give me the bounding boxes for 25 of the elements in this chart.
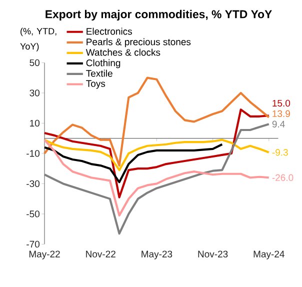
data-label: 13.9 [272,110,290,118]
legend-label: Toys [86,80,106,89]
legend-label: Electronics [86,28,132,35]
y-tick-label: -50 [26,210,40,218]
y-tick-label: -30 [26,180,40,188]
y-axis-title: (%, YTD, YoY) [20,28,56,52]
legend-label: Textile [86,70,112,77]
x-tick-label: May-22 [29,250,60,260]
data-label: -9.3 [272,149,288,156]
data-label: 9.4 [272,120,285,128]
data-label: -26.0 [272,174,294,182]
y-tick-label: -10 [26,150,40,157]
x-tick-label: May-23 [142,250,172,260]
x-tick-label: Nov-22 [86,250,116,258]
y-tick-label: 30 [30,90,40,96]
x-tick-label: Nov-23 [198,250,228,258]
data-label: 15.0 [272,100,290,107]
legend-label: Clothing [86,59,120,68]
legend-label: Watches & clocks [86,48,160,56]
legend-label: Pearls & precious stones [86,38,191,48]
y-tick-label: 50 [30,59,40,66]
chart-title: Export by major commodities, % YTD YoY [46,10,272,21]
y-tick-label: -70 [26,240,40,248]
x-tick-label: May-24 [254,250,284,260]
y-tick-label: 10 [30,120,40,127]
